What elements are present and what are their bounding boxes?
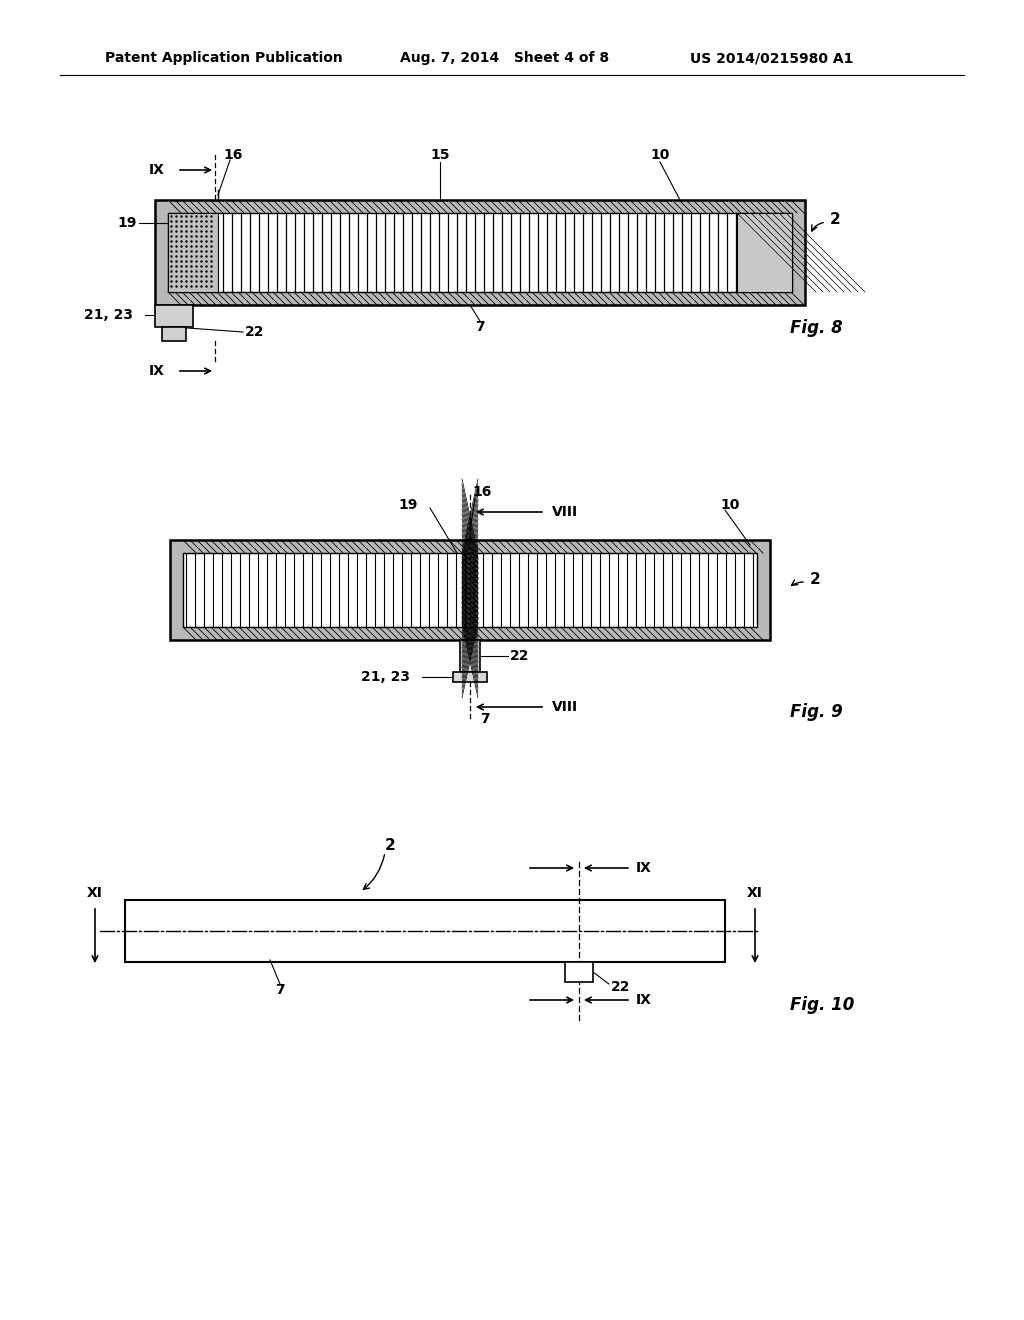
Text: 22: 22: [510, 649, 529, 663]
Text: 7: 7: [275, 983, 285, 997]
Text: Fig. 8: Fig. 8: [790, 319, 843, 337]
Text: 22: 22: [611, 979, 631, 994]
Text: 7: 7: [480, 711, 489, 726]
Text: Fig. 10: Fig. 10: [790, 997, 854, 1014]
Text: 16: 16: [223, 148, 243, 162]
Text: Patent Application Publication: Patent Application Publication: [105, 51, 343, 65]
Bar: [737, 213, 792, 292]
Bar: [125, 900, 725, 962]
Bar: [460, 640, 480, 672]
Text: XI: XI: [748, 886, 763, 900]
Bar: [168, 213, 792, 292]
Text: 2: 2: [810, 573, 821, 587]
Text: 2: 2: [385, 837, 395, 853]
Bar: [162, 327, 186, 341]
Bar: [453, 672, 487, 682]
Text: Fig. 9: Fig. 9: [790, 704, 843, 721]
Text: 2: 2: [830, 213, 841, 227]
Text: 7: 7: [475, 319, 484, 334]
Bar: [565, 962, 593, 982]
Bar: [170, 540, 770, 640]
Text: 22: 22: [245, 325, 264, 339]
Text: 16: 16: [472, 484, 492, 499]
Bar: [155, 201, 805, 305]
Bar: [168, 213, 218, 292]
Text: XI: XI: [87, 886, 103, 900]
Text: Aug. 7, 2014   Sheet 4 of 8: Aug. 7, 2014 Sheet 4 of 8: [400, 51, 609, 65]
Bar: [155, 305, 193, 327]
Text: 21, 23: 21, 23: [84, 308, 133, 322]
Text: 15: 15: [430, 148, 450, 162]
Text: IX: IX: [636, 861, 652, 875]
Text: 21, 23: 21, 23: [361, 671, 410, 684]
Text: 19: 19: [118, 216, 137, 230]
Text: IX: IX: [636, 993, 652, 1007]
Text: IX: IX: [150, 364, 165, 378]
Text: VIII: VIII: [552, 506, 579, 519]
Bar: [183, 553, 757, 627]
Text: 19: 19: [398, 498, 418, 512]
Text: US 2014/0215980 A1: US 2014/0215980 A1: [690, 51, 853, 65]
Text: IX: IX: [150, 162, 165, 177]
Text: VIII: VIII: [552, 700, 579, 714]
Text: 10: 10: [720, 498, 739, 512]
Text: 10: 10: [650, 148, 670, 162]
